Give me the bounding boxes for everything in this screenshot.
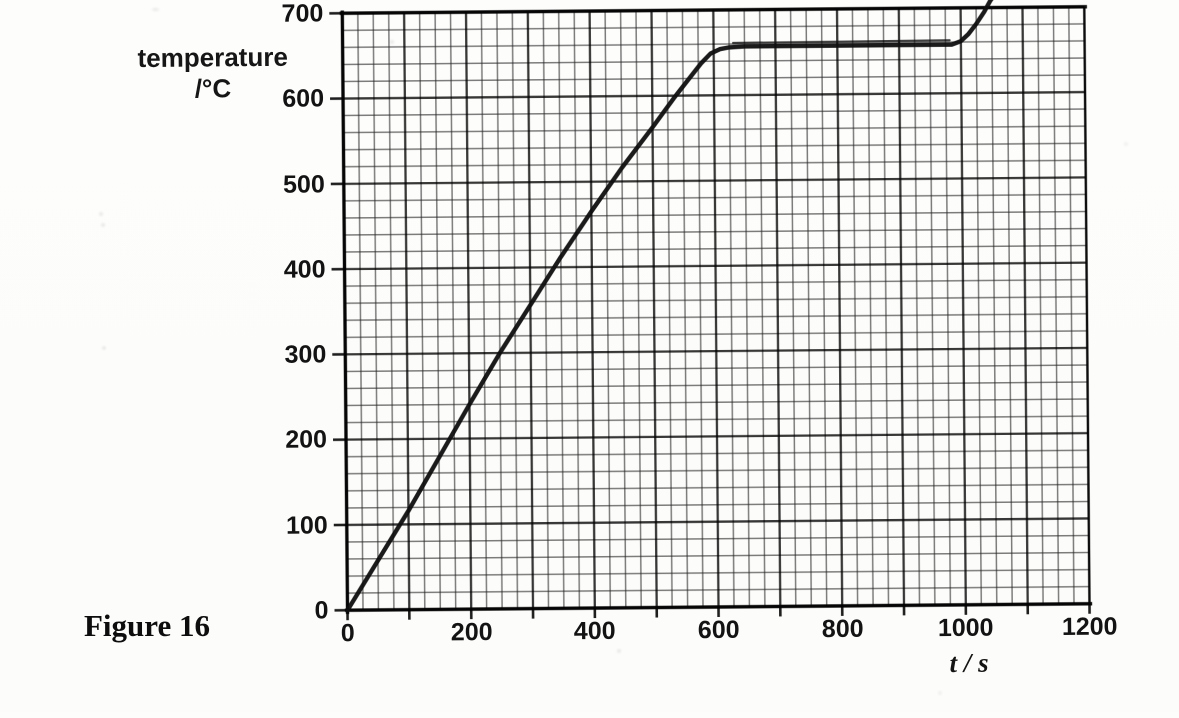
x-tick-label: 400 [547,616,643,647]
x-tick-label: 600 [671,615,767,646]
x-tick-label: 200 [424,617,520,648]
y-tick-label: 500 [245,169,325,200]
scan-speck [938,691,942,695]
x-tick-label: 800 [795,613,891,644]
y-tick-label: 600 [244,83,324,114]
figure-caption: Figure 16 [84,608,210,644]
scan-speck [617,649,621,653]
x-tick-label: 1200 [1042,611,1138,642]
scan-speck [99,212,103,216]
y-tick-label: 100 [248,510,328,541]
y-axis-label-line1: temperature [134,42,292,74]
y-tick-label: 200 [247,424,327,455]
scan-speck [152,8,159,11]
scan-speck [390,40,394,44]
x-axis-label: t / s [919,647,1019,679]
scan-speck [1124,142,1128,146]
scan-speck [101,223,105,227]
x-tick-label: 0 [300,618,396,649]
y-tick-label: 700 [243,0,323,29]
scan-speck [102,346,106,350]
y-tick-label: 300 [246,339,326,370]
y-tick-label: 400 [245,254,325,285]
x-tick-label: 1000 [918,612,1014,643]
